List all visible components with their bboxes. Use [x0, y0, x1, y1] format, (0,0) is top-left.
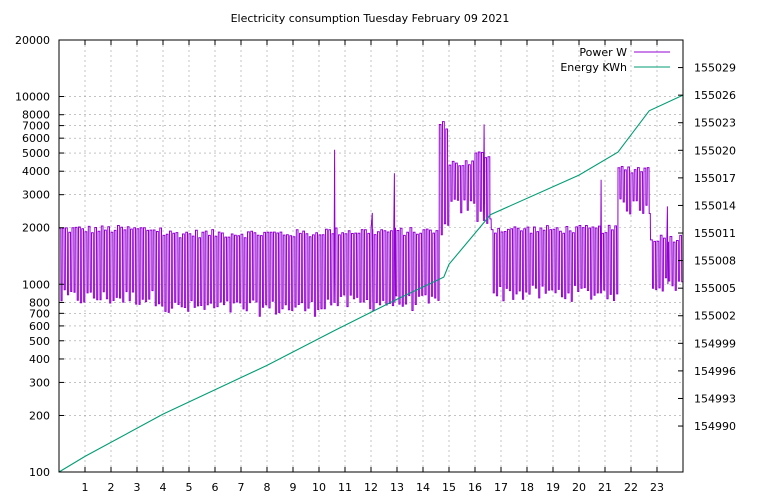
y-tick-label: 7000 — [22, 120, 50, 133]
y2-tick-label: 155002 — [694, 310, 736, 323]
y2-tick-label: 154999 — [694, 337, 736, 350]
y-tick-label: 10000 — [15, 91, 50, 104]
x-tick-label: 18 — [520, 481, 534, 494]
legend-label: Energy KWh — [560, 61, 627, 74]
y2-tick-label: 154990 — [694, 420, 736, 433]
x-tick-label: 7 — [238, 481, 245, 494]
y-tick-label: 600 — [29, 320, 50, 333]
y2-tick-label: 154993 — [694, 392, 736, 405]
x-tick-label: 5 — [186, 481, 193, 494]
x-tick-label: 20 — [572, 481, 586, 494]
y-tick-label: 800 — [29, 296, 50, 309]
y2-tick-label: 155014 — [694, 199, 736, 212]
x-tick-label: 10 — [312, 481, 326, 494]
y-tick-label: 400 — [29, 353, 50, 366]
y2-tick-label: 155011 — [694, 227, 736, 240]
x-tick-label: 2 — [108, 481, 115, 494]
y-tick-label: 200 — [29, 409, 50, 422]
x-tick-label: 14 — [416, 481, 430, 494]
series-energy-kwh-line — [58, 94, 684, 473]
y2-tick-label: 155017 — [694, 172, 736, 185]
x-tick-label: 11 — [338, 481, 352, 494]
y-tick-label: 2000 — [22, 222, 50, 235]
y-tick-label: 20000 — [15, 34, 50, 47]
y2-tick-label: 155029 — [694, 62, 736, 75]
y2-tick-label: 155005 — [694, 282, 736, 295]
x-tick-label: 16 — [468, 481, 482, 494]
y-tick-label: 300 — [29, 376, 50, 389]
y-tick-label: 8000 — [22, 109, 50, 122]
x-tick-label: 6 — [212, 481, 219, 494]
x-tick-label: 22 — [624, 481, 638, 494]
axis-ticks — [59, 39, 683, 473]
y2-tick-label: 155008 — [694, 255, 736, 268]
y-tick-label: 500 — [29, 335, 50, 348]
y-tick-label: 4000 — [22, 165, 50, 178]
y2-tick-label: 155020 — [694, 144, 736, 157]
x-tick-label: 1 — [82, 481, 89, 494]
y2-tick-label: 154996 — [694, 365, 736, 378]
x-tick-label: 17 — [494, 481, 508, 494]
series-layer — [58, 94, 684, 473]
y2-axis-tick-labels: 154990 154993 154996 154999 155002 155005 1550… — [694, 62, 736, 433]
x-tick-label: 21 — [598, 481, 612, 494]
y-tick-label: 700 — [29, 307, 50, 320]
x-tick-label: 9 — [290, 481, 297, 494]
chart-title: Electricity consumption Tuesday February… — [231, 12, 510, 25]
x-tick-label: 13 — [390, 481, 404, 494]
x-tick-label: 4 — [160, 481, 167, 494]
x-tick-label: 3 — [134, 481, 141, 494]
x-tick-label: 15 — [442, 481, 456, 494]
series-power-w-line — [59, 121, 683, 317]
y-tick-label: 6000 — [22, 132, 50, 145]
y2-tick-label: 155026 — [694, 89, 736, 102]
y-tick-label: 3000 — [22, 189, 50, 202]
y-tick-label: 100 — [29, 466, 50, 479]
y-tick-label: 5000 — [22, 147, 50, 160]
legend: Power W Energy KWh — [560, 46, 670, 74]
x-tick-label: 12 — [364, 481, 378, 494]
y-tick-label: 1000 — [22, 278, 50, 291]
x-tick-label: 8 — [264, 481, 271, 494]
y2-tick-label: 155023 — [694, 117, 736, 130]
x-tick-label: 19 — [546, 481, 560, 494]
x-tick-label: 23 — [650, 481, 664, 494]
x-axis-tick-labels: 1 2 3 4 5 6 7 8 9 10 11 12 13 14 15 16 17 18 19 20 21 22 23 — [82, 481, 665, 494]
legend-label: Power W — [579, 46, 627, 59]
